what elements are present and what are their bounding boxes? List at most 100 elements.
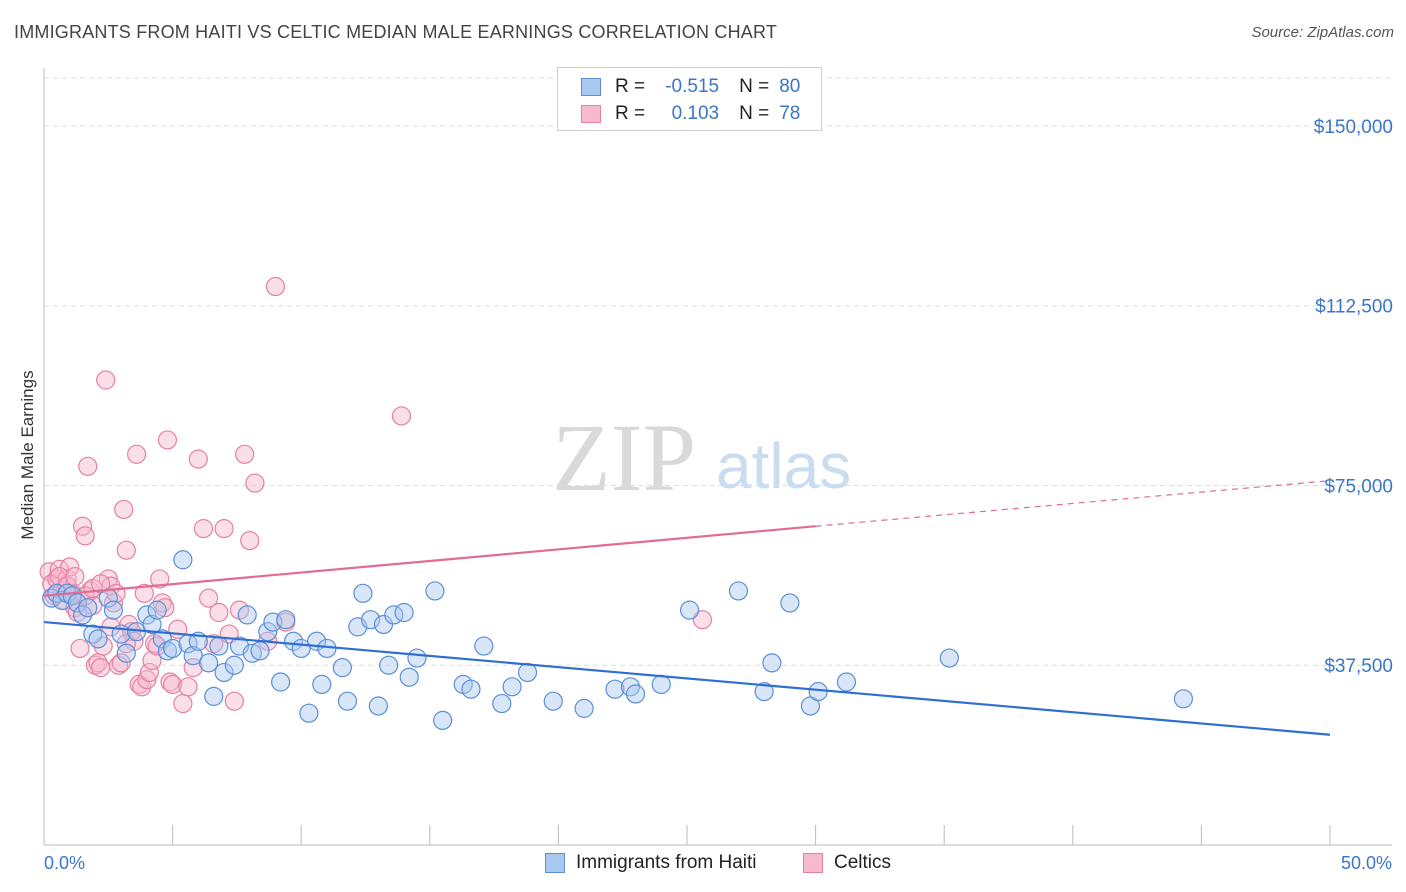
- haiti-point: [939, 648, 959, 668]
- haiti-point: [152, 629, 172, 649]
- celtics-point: [245, 473, 265, 493]
- haiti-point: [1173, 689, 1193, 709]
- celtics-point: [139, 662, 160, 683]
- haiti-point: [299, 703, 319, 723]
- celtics-point: [199, 588, 219, 608]
- haiti-point: [474, 636, 494, 656]
- haiti-point: [116, 643, 136, 663]
- haiti-point: [728, 581, 749, 601]
- celtics-point: [265, 276, 286, 297]
- haiti-point: [332, 658, 352, 678]
- haiti-point: [78, 598, 98, 618]
- legend-n-value: 78: [779, 103, 801, 124]
- legend-row-haiti: R = -0.515 N = 80: [558, 73, 800, 101]
- celtics-trend-line: [43, 525, 816, 597]
- haiti-point: [461, 679, 481, 699]
- celtics-point: [111, 653, 131, 673]
- celtics-point: [163, 674, 183, 695]
- chart-title: IMMIGRANTS FROM HAITI VS CELTIC MEDIAN M…: [14, 22, 778, 42]
- celtics-point: [75, 526, 95, 546]
- legend-r-label: R =: [615, 103, 646, 124]
- celtics-point: [188, 449, 208, 469]
- celtics-point: [137, 670, 157, 690]
- haiti-point: [276, 610, 296, 630]
- haiti-point: [173, 550, 193, 570]
- haiti-point: [237, 605, 257, 625]
- haiti-swatch-icon: [581, 78, 601, 96]
- haiti-trend-line: [43, 620, 1331, 736]
- tick-labels: $37,500 $75,000 $112,500 $150,000 0.0% 50.0%: [44, 117, 1393, 873]
- watermark: ZIP atlas: [552, 404, 851, 511]
- haiti-point: [502, 677, 522, 697]
- correlation-legend: R = -0.515 N = 80 R = 0.103 N = 78: [557, 67, 822, 131]
- haiti-point: [836, 672, 857, 692]
- haiti-point: [368, 696, 388, 716]
- haiti-point: [394, 602, 414, 623]
- haiti-legend-icon: [545, 853, 565, 873]
- legend-n-label: N =: [739, 103, 770, 124]
- haiti-point: [214, 662, 234, 683]
- celtics-point: [78, 456, 98, 476]
- haiti-point: [407, 648, 427, 668]
- celtics-point: [204, 634, 224, 654]
- celtics-point: [83, 595, 103, 615]
- celtics-point: [173, 693, 193, 714]
- celtics-legend-icon: [803, 853, 823, 873]
- haiti-point: [337, 691, 358, 711]
- haiti-point: [199, 653, 219, 673]
- y-tick-label: $150,000: [1314, 117, 1393, 138]
- haiti-point: [808, 681, 828, 702]
- haiti-point: [754, 681, 774, 702]
- celtics-point: [49, 566, 70, 587]
- x-tick-label: 50.0%: [1341, 853, 1392, 873]
- haiti-point: [361, 610, 381, 630]
- haiti-point: [353, 583, 373, 603]
- haiti-point: [762, 653, 782, 673]
- celtics-point: [90, 658, 111, 678]
- celtics-point: [60, 557, 80, 577]
- haiti-point: [574, 698, 594, 718]
- bottom-legend-celtics: Celtics: [803, 852, 891, 874]
- legend-n-label: N =: [739, 76, 770, 97]
- y-tick-label: $37,500: [1324, 656, 1393, 677]
- legend-row-celtics: R = 0.103 N = 78: [558, 100, 800, 128]
- haiti-point: [163, 638, 183, 659]
- celtics-point: [391, 406, 412, 426]
- haiti-point: [142, 614, 162, 635]
- celtics-point: [126, 444, 147, 464]
- celtics-point: [193, 519, 214, 539]
- haiti-point: [283, 631, 304, 651]
- celtics-point: [134, 583, 154, 603]
- haiti-point: [379, 655, 399, 675]
- celtics-point: [209, 602, 229, 623]
- y-tick-label: $112,500: [1315, 297, 1393, 318]
- haiti-point: [103, 600, 124, 620]
- celtics-point: [178, 677, 198, 697]
- bottom-legend-celtics-label: Celtics: [834, 852, 892, 873]
- legend-r-value: 0.103: [671, 103, 720, 124]
- watermark-zip: ZIP: [552, 404, 696, 511]
- bottom-legend-haiti: Immigrants from Haiti: [545, 852, 757, 874]
- haiti-point: [209, 636, 229, 656]
- legend-r-value: -0.515: [665, 76, 720, 97]
- bottom-legend-haiti-label: Immigrants from Haiti: [576, 852, 757, 873]
- haiti-point: [780, 593, 800, 613]
- celtics-point: [157, 430, 178, 450]
- celtics-point: [160, 672, 180, 692]
- haiti-point: [183, 646, 203, 666]
- haiti-point: [433, 710, 453, 730]
- celtics-point: [70, 638, 90, 659]
- celtics-point: [224, 691, 244, 711]
- haiti-point: [399, 667, 419, 687]
- haiti-point: [204, 686, 224, 706]
- haiti-point: [373, 614, 394, 635]
- haiti-point: [492, 693, 512, 714]
- haiti-point: [543, 691, 563, 711]
- celtics-point: [114, 499, 134, 520]
- haiti-point: [605, 679, 625, 699]
- haiti-point: [679, 600, 700, 620]
- celtics-point: [150, 569, 170, 589]
- celtics-point: [116, 540, 136, 560]
- haiti-point: [312, 674, 332, 695]
